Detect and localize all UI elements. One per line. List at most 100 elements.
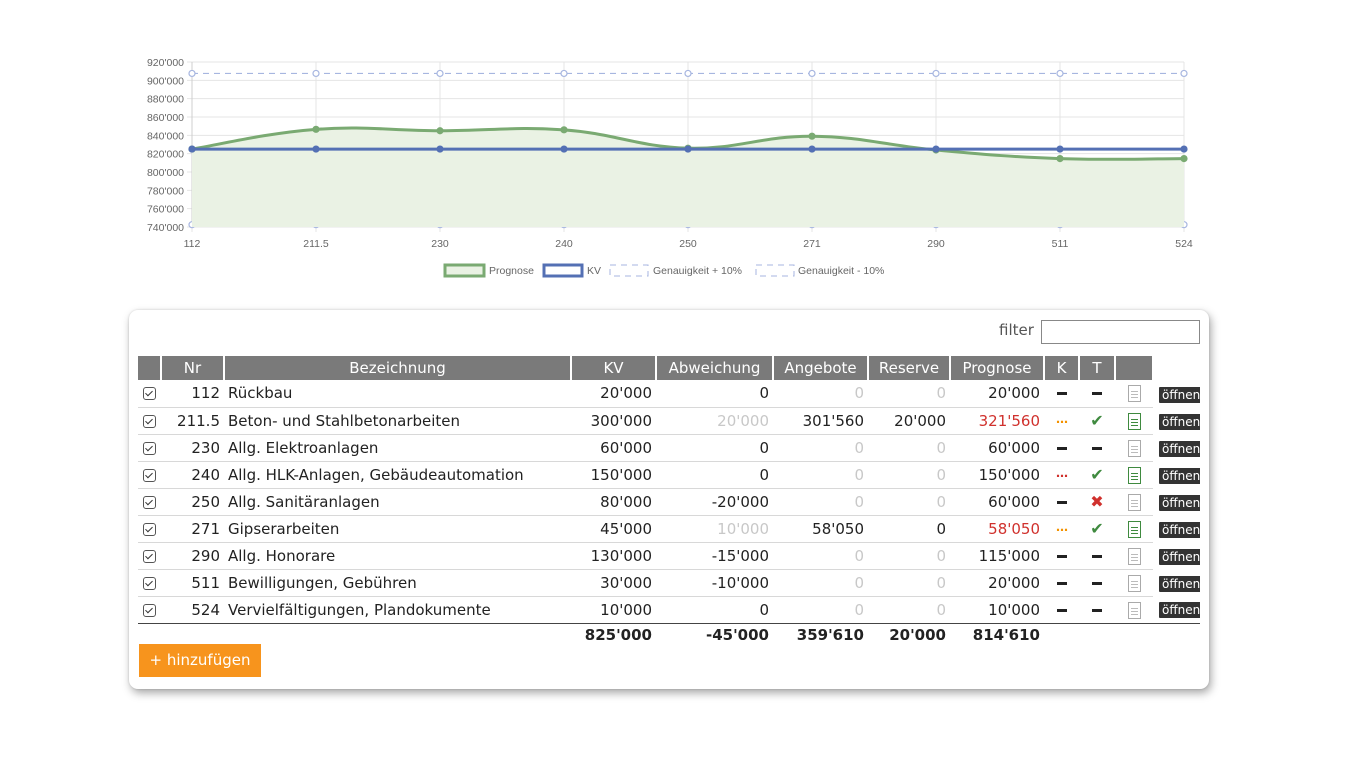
cell-action: öffnen — [1153, 596, 1200, 624]
cell-document[interactable] — [1115, 488, 1153, 516]
cell-document[interactable] — [1115, 434, 1153, 462]
document-icon[interactable] — [1127, 601, 1141, 619]
document-icon[interactable] — [1127, 385, 1141, 403]
open-button[interactable]: öffnen — [1159, 413, 1200, 430]
dash-icon — [1056, 446, 1067, 450]
document-icon[interactable] — [1127, 547, 1141, 565]
row-select-cell[interactable] — [138, 569, 161, 597]
x-tick-label: 290 — [927, 238, 945, 250]
table-row[interactable]: 271 Gipserarbeiten 45'000 10'000 58'050 0 58'0… — [138, 515, 1200, 543]
row-select-cell[interactable] — [138, 488, 161, 516]
open-button[interactable]: öffnen — [1159, 494, 1200, 511]
cell-prognose: 20'000 — [950, 569, 1044, 597]
col-header-kv[interactable]: KV — [570, 356, 656, 380]
row-select-cell[interactable] — [138, 434, 161, 462]
table-row[interactable]: 230 Allg. Elektroanlagen 60'000 0 0 0 60'000 öf… — [138, 434, 1200, 462]
col-header-bezeichnung[interactable]: Bezeichnung — [223, 356, 571, 380]
document-icon[interactable] — [1127, 520, 1141, 538]
document-icon[interactable] — [1127, 574, 1141, 592]
total-angebote: 359'610 — [796, 626, 864, 645]
cell-prognose: 10'000 — [950, 596, 1044, 624]
open-button[interactable]: öffnen — [1159, 521, 1200, 538]
check-icon: ✔ — [1090, 465, 1104, 484]
totals-spacer — [1115, 623, 1153, 647]
dash-icon — [1092, 554, 1102, 558]
open-button[interactable]: öffnen — [1159, 467, 1200, 484]
cell-document[interactable] — [1115, 515, 1153, 543]
cell-document[interactable] — [1115, 380, 1153, 408]
checkbox-checked-icon[interactable] — [143, 549, 156, 563]
document-icon[interactable] — [1127, 412, 1141, 430]
document-icon[interactable] — [1127, 493, 1141, 511]
cell-prognose: 60'000 — [950, 434, 1044, 462]
data-point-kv — [560, 145, 568, 153]
cell-prognose: 20'000 — [950, 380, 1044, 408]
col-header-k[interactable]: K — [1043, 356, 1079, 380]
cell-k-status — [1044, 596, 1079, 624]
cell-kv: 130'000 — [571, 542, 656, 570]
row-select-cell[interactable] — [138, 542, 161, 570]
row-select-cell[interactable] — [138, 596, 161, 624]
cell-document[interactable] — [1115, 569, 1153, 597]
cell-document[interactable] — [1115, 407, 1153, 435]
open-button[interactable]: öffnen — [1159, 440, 1200, 457]
checkbox-checked-icon[interactable] — [143, 441, 156, 455]
col-header-t[interactable]: T — [1078, 356, 1115, 380]
checkbox-checked-icon[interactable] — [143, 414, 156, 428]
table-row[interactable]: 290 Allg. Honorare 130'000 -15'000 0 0 115'000… — [138, 542, 1200, 570]
add-position-button[interactable]: + hinzufügen — [139, 644, 261, 677]
col-header-reserve[interactable]: Reserve — [867, 356, 950, 380]
x-tick-label: 271 — [803, 238, 821, 250]
data-point-prognose — [1180, 155, 1188, 163]
dash-icon — [1092, 392, 1102, 396]
table-row[interactable]: 524 Vervielfältigungen, Plandokumente 10'0… — [138, 596, 1200, 624]
cell-document[interactable] — [1115, 461, 1153, 489]
cell-abweichung: -15'000 — [656, 542, 773, 570]
checkbox-checked-icon[interactable] — [143, 387, 156, 401]
checkbox-checked-icon[interactable] — [143, 468, 156, 482]
x-tick-label: 230 — [431, 238, 449, 250]
cell-nr: 230 — [161, 434, 224, 462]
cell-abweichung: 0 — [656, 461, 773, 489]
col-header-prognose[interactable]: Prognose — [949, 356, 1044, 380]
row-select-cell[interactable] — [138, 515, 161, 543]
table-row[interactable]: 250 Allg. Sanitäranlagen 80'000 -20'000 0 0 60… — [138, 488, 1200, 516]
filter-input[interactable] — [1041, 320, 1200, 344]
open-button[interactable]: öffnen — [1159, 548, 1200, 565]
col-header-abweichung[interactable]: Abweichung — [655, 356, 773, 380]
row-select-cell[interactable] — [138, 461, 161, 489]
row-select-cell[interactable] — [138, 407, 161, 435]
cell-kv: 10'000 — [571, 596, 656, 624]
legend-label-genauigkeit-10: Genauigkeit - 10% — [798, 265, 884, 277]
data-point-genauigkeit-10 — [560, 69, 568, 78]
data-point-kv — [808, 145, 816, 153]
open-button[interactable]: öffnen — [1159, 602, 1200, 619]
cell-document[interactable] — [1115, 542, 1153, 570]
row-select-cell[interactable] — [138, 380, 161, 408]
open-button[interactable]: öffnen — [1159, 575, 1200, 592]
y-tick-label: 780'000 — [147, 185, 184, 197]
table-row[interactable]: 240 Allg. HLK-Anlagen, Gebäudeautomation 1… — [138, 461, 1200, 489]
document-icon[interactable] — [1127, 439, 1141, 457]
checkbox-checked-icon[interactable] — [143, 522, 156, 536]
open-button[interactable]: öffnen — [1159, 386, 1200, 403]
legend-label-genauigkeit-10: Genauigkeit + 10% — [653, 265, 742, 277]
col-header-angebote[interactable]: Angebote — [772, 356, 868, 380]
checkbox-checked-icon[interactable] — [143, 495, 156, 509]
pending-dots-icon: ⋯ — [1056, 468, 1068, 483]
data-point-kv — [188, 145, 196, 153]
col-header-nr[interactable]: Nr — [160, 356, 224, 380]
document-icon[interactable] — [1127, 466, 1141, 484]
table-row[interactable]: 211.5 Beton- und Stahlbetonarbeiten 300'00… — [138, 407, 1200, 435]
cell-document[interactable] — [1115, 596, 1153, 624]
data-point-genauigkeit-10 — [808, 69, 816, 78]
check-icon: ✔ — [1090, 411, 1104, 430]
data-point-genauigkeit-10 — [1056, 69, 1064, 78]
checkbox-checked-icon[interactable] — [143, 576, 156, 590]
cell-k-status: ⋯ — [1044, 407, 1079, 435]
checkbox-checked-icon[interactable] — [143, 603, 156, 617]
cell-prognose: 321'560 — [950, 407, 1044, 435]
table-row[interactable]: 511 Bewilligungen, Gebühren 30'000 -10'000 0… — [138, 569, 1200, 597]
cell-prognose: 58'050 — [950, 515, 1044, 543]
table-row[interactable]: 112 Rückbau 20'000 0 0 0 20'000 öffnen — [138, 380, 1200, 408]
